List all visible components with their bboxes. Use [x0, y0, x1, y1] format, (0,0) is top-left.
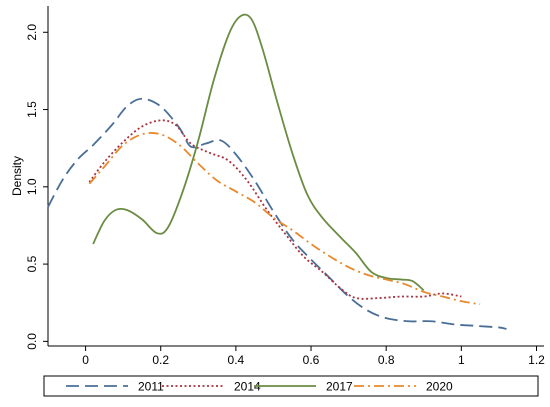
y-tick-label: 2.0: [25, 24, 39, 41]
series-layer: [47, 13, 507, 330]
y-tick-label: 0.5: [25, 255, 39, 272]
series-line-2011: [47, 97, 507, 330]
x-tick-label: 0.6: [303, 353, 320, 367]
legend: 2011 2014 2017 2020: [43, 375, 539, 397]
x-tick-label: 1.2: [528, 353, 545, 367]
y-tick-label: 0.0: [25, 333, 39, 350]
y-tick-label: 1.0: [25, 178, 39, 195]
legend-label-2017: 2017: [326, 380, 353, 394]
axes-layer: 0.0 0.5 1.0 1.5 2.0 0 0.2 0.4 0.6 0.8 1 1.2 Density: [10, 6, 545, 367]
legend-label-2014: 2014: [234, 380, 261, 394]
x-tick-label: 0.8: [378, 353, 395, 367]
legend-label-2020: 2020: [426, 380, 453, 394]
y-axis-title: Density: [10, 156, 24, 196]
x-tick-label: 0.2: [152, 353, 169, 367]
x-tick-label: 1: [458, 353, 465, 367]
series-line-2014: [88, 119, 462, 300]
series-line-2017: [92, 13, 425, 292]
x-tick-label: 0: [82, 353, 89, 367]
legend-label-2011: 2011: [138, 380, 164, 394]
series-line-2020: [88, 132, 481, 306]
x-tick-label: 0.4: [228, 353, 245, 367]
y-tick-label: 1.5: [25, 101, 39, 118]
